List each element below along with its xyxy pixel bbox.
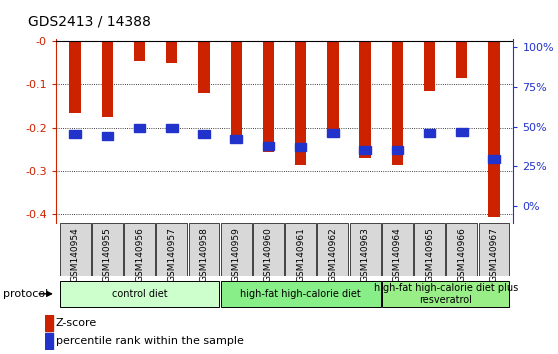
- Bar: [295, 143, 306, 150]
- Bar: [424, 129, 435, 137]
- Text: GSM140955: GSM140955: [103, 227, 112, 282]
- Bar: [327, 129, 339, 137]
- Bar: [166, 41, 177, 63]
- Text: percentile rank within the sample: percentile rank within the sample: [56, 336, 244, 346]
- Bar: [230, 135, 242, 143]
- Text: GSM140954: GSM140954: [71, 227, 80, 282]
- Bar: [45, 315, 52, 331]
- Bar: [102, 41, 113, 117]
- FancyBboxPatch shape: [189, 223, 219, 276]
- Text: GSM140962: GSM140962: [329, 227, 338, 282]
- Bar: [359, 41, 371, 158]
- FancyBboxPatch shape: [253, 223, 284, 276]
- FancyBboxPatch shape: [382, 281, 509, 307]
- FancyBboxPatch shape: [221, 281, 381, 307]
- Bar: [456, 41, 468, 78]
- Text: GSM140957: GSM140957: [167, 227, 176, 282]
- Bar: [69, 130, 81, 138]
- Text: GDS2413 / 14388: GDS2413 / 14388: [28, 14, 151, 28]
- Bar: [392, 146, 403, 154]
- Text: protocol: protocol: [3, 289, 48, 299]
- FancyBboxPatch shape: [414, 223, 445, 276]
- FancyBboxPatch shape: [318, 223, 348, 276]
- Text: GSM140960: GSM140960: [264, 227, 273, 282]
- FancyBboxPatch shape: [479, 223, 509, 276]
- Bar: [102, 132, 113, 140]
- Text: GSM140967: GSM140967: [489, 227, 498, 282]
- FancyBboxPatch shape: [221, 223, 252, 276]
- Text: GSM140965: GSM140965: [425, 227, 434, 282]
- FancyBboxPatch shape: [60, 223, 90, 276]
- Bar: [295, 41, 306, 165]
- Bar: [263, 142, 275, 150]
- Bar: [456, 128, 468, 136]
- Bar: [134, 124, 146, 132]
- Bar: [198, 130, 210, 138]
- Bar: [328, 41, 339, 130]
- FancyBboxPatch shape: [60, 281, 219, 307]
- Bar: [359, 146, 371, 154]
- Text: high-fat high-calorie diet: high-fat high-calorie diet: [240, 289, 361, 299]
- Text: GSM140963: GSM140963: [360, 227, 369, 282]
- FancyBboxPatch shape: [382, 223, 413, 276]
- Text: GSM140959: GSM140959: [232, 227, 240, 282]
- Bar: [45, 333, 52, 349]
- FancyBboxPatch shape: [350, 223, 381, 276]
- Text: GSM140956: GSM140956: [135, 227, 144, 282]
- FancyBboxPatch shape: [92, 223, 123, 276]
- Bar: [392, 41, 403, 165]
- Text: GSM140958: GSM140958: [200, 227, 209, 282]
- Bar: [166, 124, 177, 132]
- Bar: [70, 41, 81, 113]
- Text: high-fat high-calorie diet plus
resveratrol: high-fat high-calorie diet plus resverat…: [373, 283, 518, 305]
- FancyBboxPatch shape: [285, 223, 316, 276]
- Text: GSM140961: GSM140961: [296, 227, 305, 282]
- Text: GSM140966: GSM140966: [458, 227, 466, 282]
- Bar: [230, 41, 242, 143]
- Bar: [134, 41, 145, 61]
- Bar: [488, 155, 500, 163]
- Bar: [424, 41, 435, 91]
- FancyBboxPatch shape: [156, 223, 187, 276]
- FancyBboxPatch shape: [446, 223, 477, 276]
- Bar: [263, 41, 274, 152]
- Text: Z-score: Z-score: [56, 318, 97, 328]
- Text: GSM140964: GSM140964: [393, 227, 402, 282]
- Bar: [199, 41, 210, 93]
- Bar: [488, 41, 499, 217]
- Text: control diet: control diet: [112, 289, 167, 299]
- FancyBboxPatch shape: [124, 223, 155, 276]
